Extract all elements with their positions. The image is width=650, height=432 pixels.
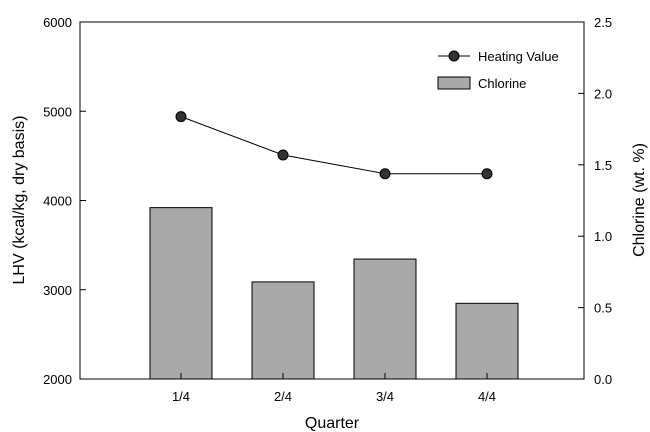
y-right-tick-label: 1.5	[594, 158, 612, 173]
y-right-tick-label: 1.0	[594, 229, 612, 244]
y-right-tick-label: 0.0	[594, 372, 612, 387]
legend-bar-swatch	[437, 76, 471, 90]
y-right-tick-label: 2.5	[594, 15, 612, 30]
y-left-tick-label: 6000	[43, 15, 72, 30]
heating-value-point-2-4	[277, 149, 289, 161]
y-axis-left-title: LHV (kcal/kg, dry basis)	[11, 116, 28, 285]
x-tick-label: 1/4	[172, 389, 190, 404]
legend: Heating Value Chlorine	[437, 49, 559, 91]
y-left-tick-label: 3000	[43, 283, 72, 298]
x-tick-label: 4/4	[478, 389, 496, 404]
x-tick-label: 2/4	[274, 389, 292, 404]
y-left-tick-label: 4000	[43, 194, 72, 209]
heating-value-point-3-4	[379, 168, 391, 180]
line-layer	[175, 111, 493, 180]
bar-1-4	[149, 207, 213, 380]
x-axis-title: Quarter	[305, 415, 360, 432]
bars-layer	[149, 207, 519, 380]
y-axis-right-title: Chlorine (wt. %)	[631, 143, 648, 257]
legend-label-chlorine: Chlorine	[478, 76, 526, 91]
y-right-tick-label: 2.0	[594, 86, 612, 101]
x-tick-label: 3/4	[376, 389, 394, 404]
heating-value-line	[180, 116, 487, 175]
legend-circle-marker	[448, 50, 460, 62]
y-right-tick-label: 0.5	[594, 301, 612, 316]
heating-value-point-1-4	[175, 111, 187, 123]
legend-label-heating-value: Heating Value	[478, 49, 559, 64]
bar-4-4	[455, 302, 519, 380]
heating-value-point-4-4	[481, 168, 493, 180]
axes-layer: 2000 3000 4000 5000 6000 0.0 0.5 1.0 1.5 2.0 2.5 1/…	[43, 15, 612, 404]
bar-3-4	[353, 258, 417, 380]
y-left-tick-label: 2000	[43, 372, 72, 387]
bar-2-4	[251, 281, 315, 380]
y-left-tick-label: 5000	[43, 104, 72, 119]
